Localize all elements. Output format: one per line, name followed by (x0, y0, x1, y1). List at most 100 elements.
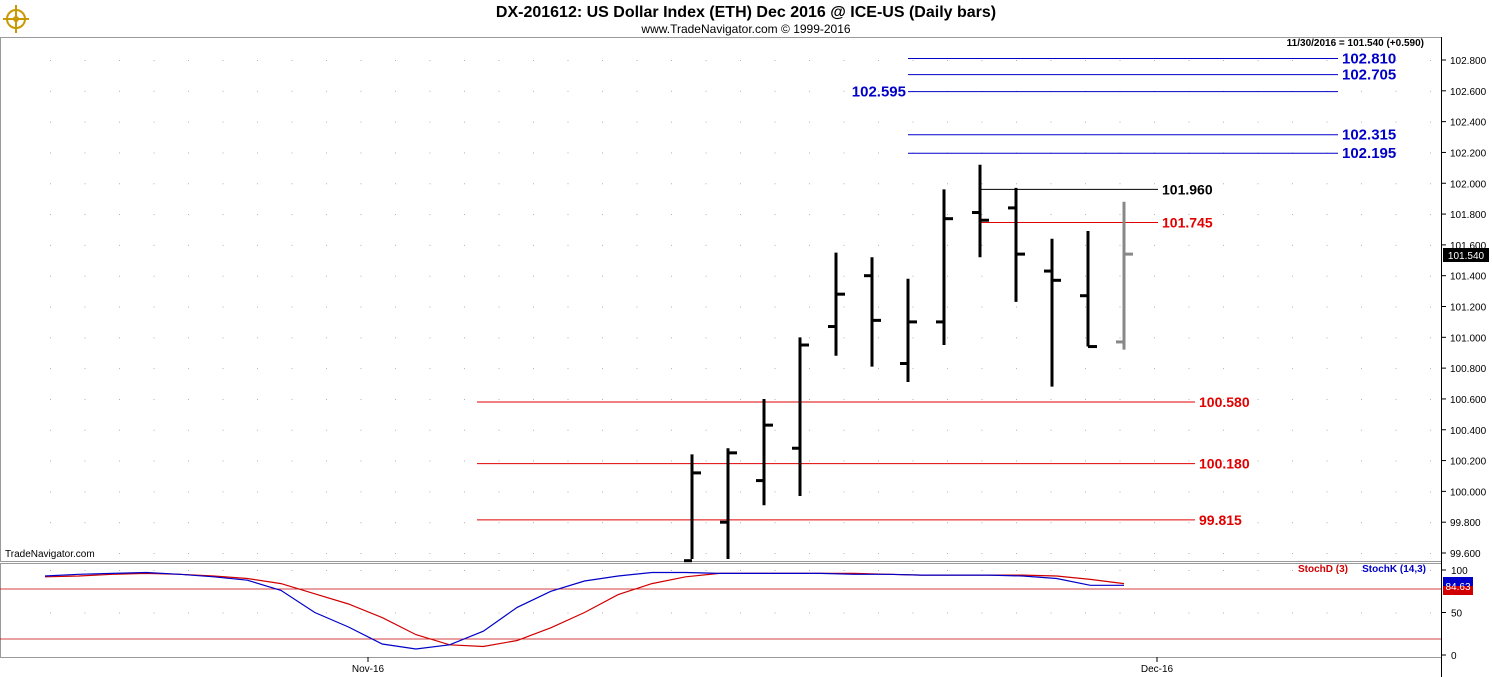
grid-dot (671, 306, 672, 308)
grid-dot (981, 214, 983, 216)
stoch-k-line (44, 571, 1124, 650)
grid-dot (1016, 612, 1017, 614)
grid-dot (326, 491, 327, 493)
grid-dot (1430, 152, 1431, 154)
grid-dot (153, 553, 155, 554)
grid-dot (809, 491, 810, 493)
grid-dot (1361, 570, 1362, 571)
grid-dot (1257, 337, 1259, 339)
grid-dot (981, 570, 983, 571)
grid-dot (429, 337, 431, 339)
grid-dot (567, 60, 569, 61)
ohlc-bar (828, 252, 845, 356)
grid-dot (740, 121, 741, 123)
level-label: 101.745 (1162, 215, 1213, 231)
grid-dot (326, 337, 327, 339)
grid-dot (809, 337, 810, 339)
grid-dot (291, 275, 293, 277)
grid-dot (1326, 275, 1328, 277)
grid-dot (153, 244, 155, 246)
grid-dot (740, 491, 741, 493)
grid-dot (912, 60, 914, 61)
grid-dot (119, 337, 120, 339)
grid-dot (567, 553, 569, 554)
grid-dot (119, 398, 120, 400)
grid-dot (878, 553, 879, 554)
grid-dot (1257, 429, 1259, 431)
grid-dot (429, 429, 431, 431)
grid-dot (1119, 429, 1121, 431)
grid-dot (360, 491, 362, 493)
grid-dot (912, 275, 914, 277)
grid-dot (1430, 121, 1431, 123)
grid-dot (912, 612, 914, 614)
grid-dot (119, 90, 120, 92)
grid-dot (429, 214, 431, 216)
grid-dot (636, 368, 638, 370)
grid-dot (636, 398, 638, 400)
grid-dot (533, 244, 534, 246)
grid-dot (636, 460, 638, 462)
grid-dot (395, 244, 396, 246)
grid-dot (1292, 306, 1293, 308)
grid-dot (878, 522, 879, 524)
grid-dot (912, 460, 914, 462)
grid-dot (1292, 429, 1293, 431)
grid-dot (1223, 60, 1224, 61)
grid-dot (533, 183, 534, 185)
grid-dot (222, 183, 224, 185)
grid-dot (1154, 337, 1155, 339)
grid-dot (878, 491, 879, 493)
grid-dot (981, 522, 983, 524)
grid-dot (1257, 398, 1259, 400)
grid-dot (774, 491, 776, 493)
grid-dot (395, 183, 396, 185)
grid-dot (1257, 60, 1259, 61)
grid-dot (878, 460, 879, 462)
grid-dot (671, 429, 672, 431)
grid-dot (981, 553, 983, 554)
price-tick-label: 100.400 (1450, 426, 1487, 437)
grid-dot (1154, 244, 1155, 246)
grid-dot (498, 570, 500, 571)
grid-dot (1430, 612, 1431, 614)
stoch-axis: 100 50 0 (0, 566, 1468, 662)
grid-dot (188, 553, 189, 554)
grid-dot (981, 429, 983, 431)
grid-dot (464, 553, 465, 554)
grid-dot (1085, 60, 1086, 61)
grid-dot (464, 398, 465, 400)
grid-dot (981, 491, 983, 493)
grid-dot (1326, 522, 1328, 524)
grid-dot (50, 214, 51, 216)
grid-dot (429, 152, 431, 154)
grid-dot (84, 214, 86, 216)
grid-dot (809, 306, 810, 308)
grid-dot (498, 398, 500, 400)
grid-dot (257, 570, 258, 571)
grid-dot (774, 152, 776, 154)
grid-dot (84, 460, 86, 462)
grid-dot (464, 460, 465, 462)
grid-dot (1154, 429, 1155, 431)
grid-dot (50, 121, 51, 123)
grid-dot (1223, 183, 1224, 185)
grid-dot (809, 60, 810, 61)
grid-dot (1119, 553, 1121, 554)
grid-dot (222, 522, 224, 524)
grid-dot (360, 60, 362, 61)
grid-dot (1430, 214, 1431, 216)
grid-dot (1223, 491, 1224, 493)
grid-dot (360, 121, 362, 123)
grid-dot (1395, 570, 1397, 571)
grid-dot (326, 275, 327, 277)
grid-dot (1050, 491, 1052, 493)
grid-dot (1154, 570, 1155, 571)
grid-dot (1223, 522, 1224, 524)
grid-dot (809, 398, 810, 400)
grid-dot (533, 553, 534, 554)
grid-dot (602, 275, 603, 277)
grid-dot (671, 90, 672, 92)
grid-dot (740, 183, 741, 185)
grid-dot (50, 522, 51, 524)
